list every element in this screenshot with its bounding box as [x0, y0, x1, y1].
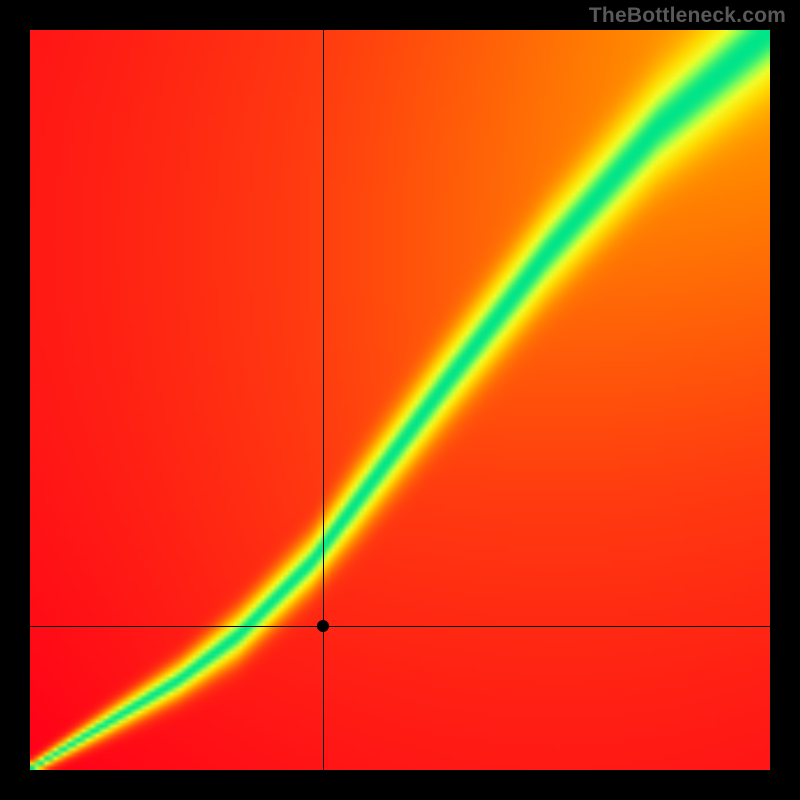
heatmap-plot — [30, 30, 770, 770]
crosshair-vertical — [323, 30, 324, 770]
watermark-text: TheBottleneck.com — [589, 4, 786, 28]
crosshair-horizontal — [30, 626, 770, 627]
crosshair-marker — [317, 620, 329, 632]
heatmap-canvas — [30, 30, 770, 770]
